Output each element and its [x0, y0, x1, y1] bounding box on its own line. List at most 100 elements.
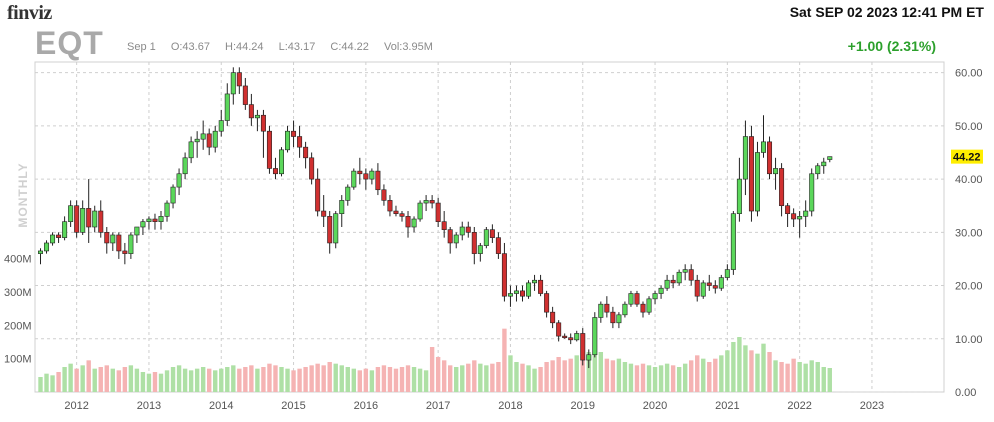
candle-body — [62, 221, 68, 238]
candle-body — [694, 279, 700, 297]
candle-body — [580, 333, 586, 361]
volume-bar — [44, 373, 49, 392]
volume-bar — [640, 363, 646, 392]
y-tick-label: 50.00 — [955, 121, 983, 133]
candle-body — [495, 237, 501, 254]
volume-bar — [405, 365, 411, 392]
volume-bar — [297, 368, 302, 392]
candle-body — [827, 156, 833, 160]
volume-bar — [164, 370, 170, 392]
volume-bar — [785, 363, 790, 392]
volume-bar — [779, 362, 784, 392]
x-tick-label: 2014 — [209, 400, 233, 412]
low-value: L:43.17 — [278, 41, 316, 53]
candle-body — [92, 210, 98, 228]
candle-body — [712, 285, 718, 289]
candle-body — [459, 226, 465, 236]
candle-body — [622, 303, 628, 316]
x-tick-label: 2023 — [860, 400, 884, 412]
candle-body — [152, 218, 158, 222]
candle-body — [74, 205, 80, 233]
candle-body — [206, 133, 212, 148]
candle-body — [134, 226, 140, 236]
x-tick-label: 2022 — [787, 400, 811, 412]
candle-body — [754, 152, 760, 212]
candle-body — [556, 322, 562, 337]
candle-body — [212, 130, 218, 148]
candle-body — [501, 253, 507, 297]
volume-bar — [194, 368, 200, 392]
volume-bar — [381, 365, 387, 392]
candle-body — [568, 337, 574, 341]
candle-body — [375, 170, 381, 191]
volume-bar — [80, 365, 85, 392]
candle-body — [37, 250, 43, 254]
volume-bar — [725, 350, 730, 392]
volume-bar — [484, 365, 489, 392]
candle-body — [821, 161, 827, 167]
volume-bar — [363, 368, 369, 392]
candle-body — [339, 200, 345, 214]
volume-bar — [676, 367, 682, 392]
candle-body — [785, 205, 791, 214]
candle-body — [748, 136, 754, 212]
volume-bar — [411, 367, 417, 392]
volume-bar — [267, 363, 272, 392]
candle-body — [405, 216, 411, 228]
finviz-logo[interactable]: finviz — [7, 2, 52, 24]
volume-bar — [375, 367, 381, 392]
x-tick-label: 2019 — [571, 400, 595, 412]
open-value: O:43.67 — [170, 41, 210, 53]
volume-bar — [140, 372, 146, 392]
volume-bar — [309, 365, 314, 392]
candle-body — [272, 168, 278, 175]
volume-bar — [797, 362, 802, 392]
volume-bar — [646, 365, 652, 392]
interval-label: MONTHLY — [16, 162, 30, 227]
volume-bar — [393, 368, 399, 392]
volume-bar — [574, 355, 579, 392]
candle-body — [140, 221, 146, 228]
volume-bar — [755, 353, 760, 392]
volume-bar — [387, 367, 393, 392]
candle-body — [291, 130, 297, 137]
candle-body — [676, 271, 682, 284]
volume-bar — [333, 363, 338, 392]
x-tick-label: 2020 — [643, 400, 667, 412]
volume-bar — [628, 363, 634, 392]
volume-bar — [490, 363, 495, 392]
volume-tick-label: 200M — [4, 320, 32, 332]
candle-body — [303, 146, 309, 159]
volume-bar — [538, 367, 543, 392]
candle-body — [218, 120, 224, 132]
candle-body — [170, 186, 176, 204]
volume-bar — [261, 367, 266, 392]
volume-bar — [827, 368, 832, 392]
volume-bar — [544, 362, 549, 392]
candle-body — [483, 229, 489, 246]
candle-body — [658, 287, 664, 294]
volume-bar — [92, 368, 97, 392]
candle-body — [664, 279, 670, 289]
candle-body — [562, 335, 568, 339]
x-tick-label: 2012 — [64, 400, 88, 412]
candle-body — [248, 104, 254, 119]
volume-bar — [158, 373, 164, 392]
candle-body — [387, 200, 393, 212]
candle-body — [399, 213, 405, 217]
candle-body — [56, 234, 62, 238]
y-tick-label: 10.00 — [955, 334, 983, 346]
volume-bar — [652, 367, 658, 392]
candle-body — [646, 298, 652, 313]
y-tick-label: 40.00 — [955, 174, 983, 186]
volume-bar — [110, 368, 115, 392]
volume-bar — [568, 358, 573, 392]
candle-body — [435, 202, 441, 222]
volume-bar — [821, 367, 826, 392]
volume-tick-label: 300M — [4, 287, 32, 299]
high-value: H:44.24 — [225, 41, 264, 53]
volume-bar — [345, 367, 350, 392]
candle-body — [423, 200, 429, 204]
volume-tick-label: 400M — [4, 254, 32, 266]
